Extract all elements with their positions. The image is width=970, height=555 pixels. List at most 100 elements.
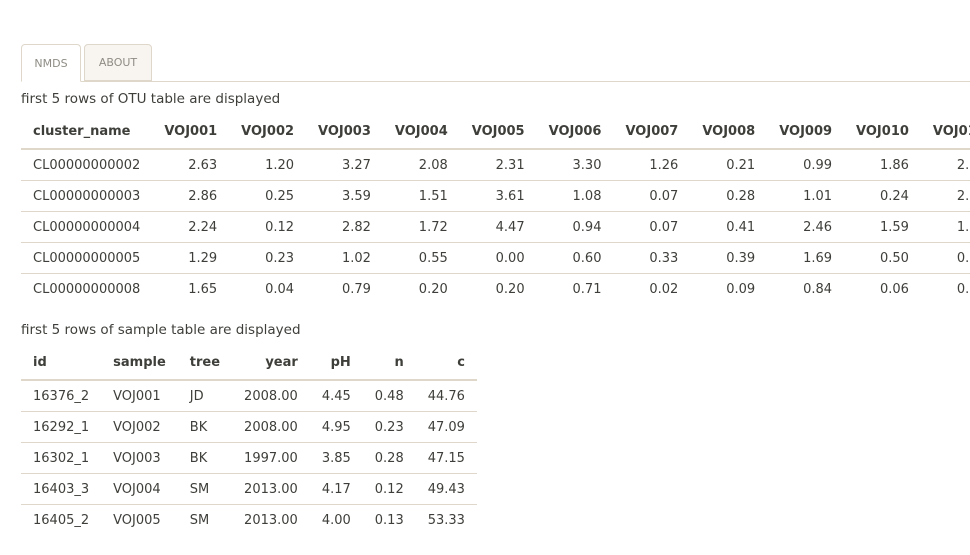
sample-table-header-row: id sample tree year pH n c: [21, 346, 477, 381]
table-cell: 1.20: [265, 157, 295, 173]
table-cell: 0.02: [613, 273, 691, 304]
otu-table-header-row: cluster_name VOJ001 VOJ002 VOJ003 VOJ004 VOJ0…: [21, 115, 970, 150]
table-cell: CL00000000004: [21, 211, 153, 243]
table-cell: 44.76: [427, 388, 465, 404]
table-cell: 2.82: [306, 211, 383, 243]
otu-col-header: cluster_name: [21, 115, 153, 150]
table-cell: 0.23: [362, 411, 416, 443]
table-cell: 0.13: [362, 504, 416, 535]
table-cell: 2.31: [495, 157, 525, 173]
table-cell: 2.86: [152, 180, 230, 212]
sample-col-header: sample: [101, 346, 178, 381]
table-row: CL00000000004 2.24 0.12 2.82 1.72 4.47 0.94 0.0…: [21, 211, 970, 243]
table-cell: 3.30: [572, 157, 602, 173]
table-cell: 0.06: [844, 273, 921, 304]
table-cell: 0.84: [767, 273, 845, 304]
table-cell: 47.09: [415, 411, 477, 443]
table-cell: 1.51: [382, 180, 460, 212]
table-cell: 0.24: [920, 242, 970, 274]
table-cell: 3.61: [459, 180, 537, 212]
table-cell: 2.62: [956, 157, 970, 173]
sample-table-body: 16376_2 VOJ001 JD 2008.00 4.45 0.48 44.76 16292…: [21, 380, 477, 535]
otu-col-header: VOJ010: [844, 115, 921, 150]
table-cell: 0.60: [536, 242, 614, 274]
table-cell: VOJ002: [101, 411, 178, 443]
sample-col-header: id: [21, 346, 102, 381]
table-cell: 2013.00: [232, 504, 310, 535]
table-cell: 16376_2: [33, 388, 90, 404]
table-cell: 0.55: [382, 242, 460, 274]
otu-col-header: VOJ011: [920, 115, 970, 150]
table-cell: 1.69: [767, 242, 845, 274]
table-cell: 16292_1: [21, 411, 102, 443]
table-cell: 16302_1: [21, 442, 102, 474]
table-cell: 1.02: [306, 242, 383, 274]
table-cell: SM: [177, 473, 233, 505]
table-cell: 1.59: [844, 211, 921, 243]
table-cell: 1.00: [920, 211, 970, 243]
table-cell: CL00000000008: [21, 273, 153, 304]
table-cell: 1.01: [767, 180, 845, 212]
table-cell: 0.48: [374, 388, 404, 404]
otu-col-header: VOJ007: [613, 115, 691, 150]
table-cell: 1997.00: [232, 442, 310, 474]
table-cell: 0.21: [726, 157, 756, 173]
table-row: CL00000000008 1.65 0.04 0.79 0.20 0.20 0.71 0.0…: [21, 273, 970, 304]
table-cell: 0.50: [844, 242, 921, 274]
otu-col-header: VOJ008: [690, 115, 768, 150]
table-cell: 2.46: [767, 211, 845, 243]
table-cell: JD: [189, 388, 204, 404]
table-cell: 16403_3: [21, 473, 102, 505]
table-cell: VOJ003: [101, 442, 178, 474]
table-cell: 4.00: [309, 504, 363, 535]
table-cell: CL00000000002: [33, 157, 141, 173]
table-cell: 0.99: [803, 157, 833, 173]
otu-col-header: VOJ003: [306, 115, 383, 150]
table-cell: 0.41: [690, 211, 768, 243]
table-cell: 0.07: [613, 211, 691, 243]
table-cell: 4.17: [309, 473, 363, 505]
table-cell: 1.08: [536, 180, 614, 212]
table-cell: 0.28: [690, 180, 768, 212]
table-cell: 4.45: [321, 388, 351, 404]
otu-col-header: VOJ002: [229, 115, 307, 150]
table-cell: 0.94: [536, 211, 614, 243]
table-cell: 0.28: [362, 442, 416, 474]
sample-table: id sample tree year pH n c 16376_2 VOJ001 JD 2008…: [21, 346, 477, 535]
table-cell: 4.95: [309, 411, 363, 443]
table-cell: 1.29: [152, 242, 230, 274]
table-cell: 3.27: [341, 157, 371, 173]
table-cell: 2.08: [418, 157, 448, 173]
table-cell: 2008.00: [244, 388, 298, 404]
tab-about[interactable]: ABOUT: [84, 44, 152, 81]
table-cell: 0.24: [844, 180, 921, 212]
table-cell: 0.23: [229, 242, 307, 274]
tab-bar: NMDS ABOUT: [21, 44, 970, 82]
otu-col-header: VOJ006: [536, 115, 614, 150]
table-cell: 0.00: [459, 242, 537, 274]
otu-col-header: VOJ005: [459, 115, 537, 150]
sample-col-header: year: [232, 346, 310, 381]
table-row: CL00000000002 2.63 1.20 3.27 2.08 2.31 3.30 1.2…: [21, 149, 970, 181]
table-row: 16302_1 VOJ003 BK 1997.00 3.85 0.28 47.15: [21, 442, 477, 474]
sample-table-caption: first 5 rows of sample table are display…: [21, 322, 301, 338]
table-cell: 4.47: [459, 211, 537, 243]
table-cell: 0.39: [690, 242, 768, 274]
sample-col-header: c: [415, 346, 477, 381]
table-row: 16292_1 VOJ002 BK 2008.00 4.95 0.23 47.09: [21, 411, 477, 443]
table-cell: CL00000000005: [21, 242, 153, 274]
table-cell: 2008.00: [232, 411, 310, 443]
table-row: 16403_3 VOJ004 SM 2013.00 4.17 0.12 49.43: [21, 473, 477, 505]
table-cell: VOJ001: [113, 388, 161, 404]
otu-col-header: VOJ004: [382, 115, 460, 150]
table-cell: 1.86: [879, 157, 909, 173]
sample-col-header: tree: [177, 346, 233, 381]
table-cell: 2.63: [188, 157, 218, 173]
table-cell: 0.33: [613, 242, 691, 274]
otu-table: cluster_name VOJ001 VOJ002 VOJ003 VOJ004 VOJ0…: [21, 115, 970, 304]
table-cell: 0.12: [229, 211, 307, 243]
table-cell: 0.20: [382, 273, 460, 304]
table-cell: 0.12: [362, 473, 416, 505]
table-cell: 0.79: [306, 273, 383, 304]
tab-nmds[interactable]: NMDS: [21, 44, 81, 82]
